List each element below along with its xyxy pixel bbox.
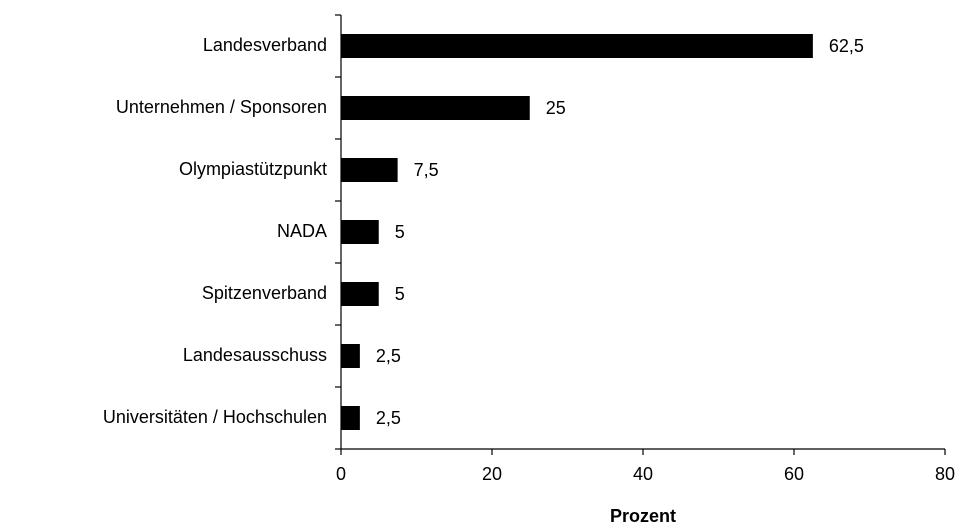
x-tick-label: 60 [784,464,804,484]
x-axis-label: Prozent [610,506,676,526]
data-label: 2,5 [376,408,401,428]
bar [341,282,379,306]
bar [341,344,360,368]
x-tick-label: 80 [935,464,955,484]
x-tick-label: 20 [482,464,502,484]
data-label: 2,5 [376,346,401,366]
bar [341,220,379,244]
y-tick-label: Unternehmen / Sponsoren [116,97,327,117]
data-label: 25 [546,98,566,118]
y-tick-label: Universitäten / Hochschulen [103,407,327,427]
y-tick-label: Landesverband [203,35,327,55]
x-tick-label: 0 [336,464,346,484]
bar [341,96,530,120]
bar [341,158,398,182]
y-tick-label: Landesausschuss [183,345,327,365]
y-tick-label: NADA [277,221,327,241]
data-label: 62,5 [829,36,864,56]
data-label: 5 [395,284,405,304]
bar [341,406,360,430]
y-tick-label: Olympiastützpunkt [179,159,327,179]
bar [341,34,813,58]
y-tick-label: Spitzenverband [202,283,327,303]
data-label: 5 [395,222,405,242]
data-label: 7,5 [414,160,439,180]
x-tick-label: 40 [633,464,653,484]
